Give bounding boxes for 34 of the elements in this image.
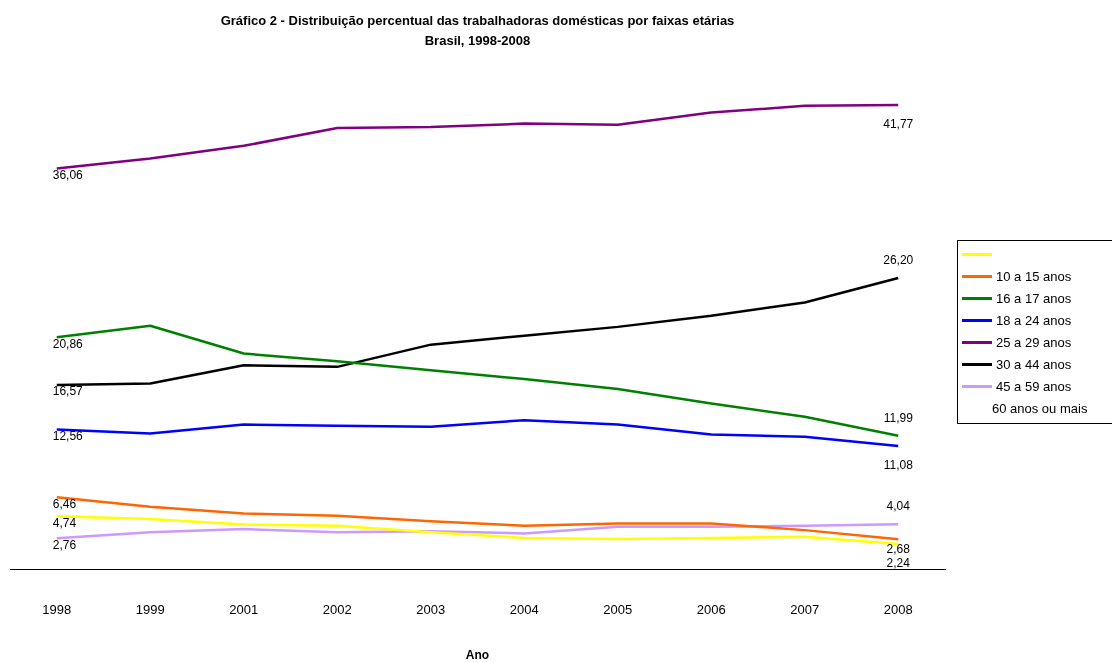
chart-title: Gráfico 2 - Distribuição percentual das trabalhadoras domésticas por faixas etárias: [220, 13, 735, 29]
data-label: 41,77: [883, 117, 914, 132]
x-tick-label: 1999: [135, 602, 165, 618]
data-label: 6,46: [52, 496, 77, 511]
x-tick-label: 2002: [322, 602, 352, 618]
x-tick-label: 2004: [509, 602, 539, 618]
chart-subtitle: Brasil, 1998-2008: [424, 32, 531, 48]
data-label: 36,06: [52, 167, 84, 182]
x-tick-label: 2001: [229, 602, 259, 618]
x-tick-label: 1998: [42, 602, 72, 618]
data-label: 4,04: [886, 499, 911, 514]
data-label: 12,56: [52, 428, 84, 443]
data-label: 2,76: [52, 537, 77, 552]
legend-label: 18 a 24 anos: [996, 312, 1072, 328]
x-tick-label: 2007: [790, 602, 820, 618]
x-tick-label: 2005: [603, 602, 633, 618]
legend-label: 10 a 15 anos: [996, 268, 1072, 284]
data-label: 2,24: [886, 556, 911, 571]
data-label: 16,57: [52, 384, 84, 399]
data-label: 26,20: [883, 253, 914, 268]
data-label: 11,08: [883, 458, 914, 473]
legend-label: 30 a 44 anos: [996, 356, 1072, 372]
data-label: 4,74: [52, 515, 77, 530]
data-label: 20,86: [52, 336, 84, 351]
legend-label: 25 a 29 anos: [996, 334, 1072, 350]
data-label: 2,68: [886, 541, 911, 556]
data-label: 11,99: [883, 411, 914, 426]
x-tick-label: 2003: [416, 602, 446, 618]
legend-label: 45 a 59 anos: [996, 378, 1072, 394]
legend-label: 16 a 17 anos: [996, 290, 1072, 306]
x-tick-label: 2008: [883, 602, 913, 618]
x-tick-label: 2006: [696, 602, 726, 618]
x-axis-title: Ano: [465, 648, 490, 663]
text: 60 anos ou mais: [992, 400, 1088, 416]
